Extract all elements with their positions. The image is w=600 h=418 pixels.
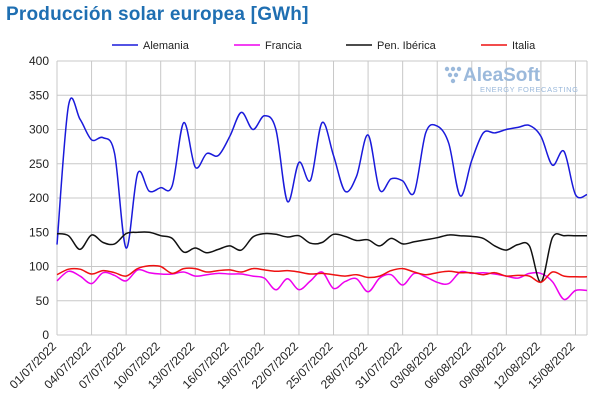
y-tick-label: 100 [29,260,49,274]
series-line-pen-ib-rica [56,231,587,284]
x-axis-ticks: 01/07/202204/07/202207/07/202210/07/2022… [7,339,578,392]
gridlines [56,60,588,336]
aleasoft-logo: AleaSoft ENERGY FORECASTING [444,65,579,94]
y-tick-label: 400 [29,54,49,68]
legend-label: Pen. Ibérica [377,40,437,52]
y-tick-label: 300 [29,123,49,137]
legend-label: Italia [512,40,536,52]
series-line-francia [56,268,588,301]
data-series [56,97,588,301]
y-tick-label: 50 [36,294,50,308]
y-tick-label: 350 [29,88,49,102]
y-tick-label: 200 [29,191,49,205]
series-line-alemania [56,97,588,249]
logo-wordmark: AleaSoft [463,65,541,86]
legend-label: Francia [265,40,303,52]
legend-label: Alemania [143,40,190,52]
y-tick-label: 0 [42,328,49,342]
logo-tagline: ENERGY FORECASTING [480,85,579,94]
y-axis-ticks: 0 50 100 150 200 250 300 350 400 [29,54,49,342]
y-tick-label: 250 [29,157,49,171]
legend: Alemania Francia Pen. Ibérica Italia [112,40,536,52]
y-tick-label: 150 [29,225,49,239]
page-title: Producción solar europea [GWh] [6,4,309,25]
series-line-italia [56,264,588,284]
